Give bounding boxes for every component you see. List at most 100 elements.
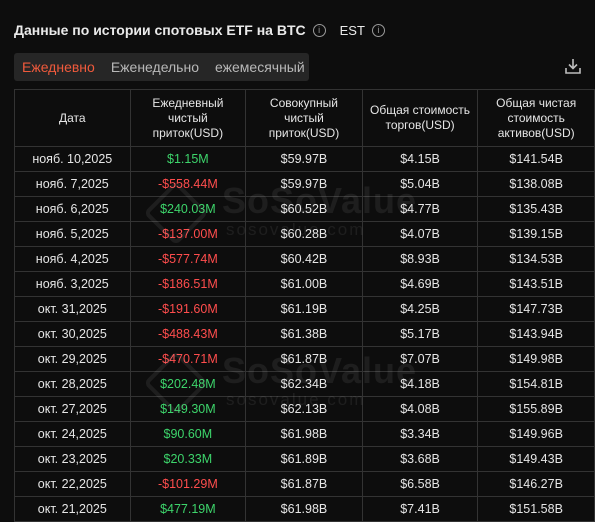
cell-date: окт. 24,2025 [14, 421, 131, 447]
cell-total-traded: $8.93B [362, 246, 479, 272]
tab-daily[interactable]: Ежедневно [22, 59, 95, 75]
cell-daily-inflow: -$488.43M [130, 321, 247, 347]
tab-monthly[interactable]: ежемесячный [215, 59, 305, 75]
cell-total-traded: $4.25B [362, 296, 479, 322]
cell-cumulative-inflow: $60.52B [245, 196, 363, 222]
cell-cumulative-inflow: $59.97B [245, 146, 363, 172]
cell-date: окт. 22,2025 [14, 471, 131, 497]
cell-cumulative-inflow: $61.87B [245, 346, 363, 372]
cell-total-assets: $155.89B [477, 396, 595, 422]
cell-cumulative-inflow: $61.98B [245, 496, 363, 522]
cell-date: окт. 31,2025 [14, 296, 131, 322]
cell-date: окт. 29,2025 [14, 346, 131, 372]
cell-total-assets: $149.96B [477, 421, 595, 447]
column-header-cumulative-inflow[interactable]: Совокупный чистый приток(USD) [245, 90, 363, 147]
cell-cumulative-inflow: $61.19B [245, 296, 363, 322]
column-header-total-assets[interactable]: Общая чистая стоимость активов(USD) [477, 90, 595, 147]
table-row: окт. 22,2025 -$101.29M $61.87B $6.58B $146.2… [14, 471, 595, 497]
etf-history-table: Дата Ежедневный чистый приток(USD) Совок… [14, 89, 595, 522]
cell-daily-inflow: -$191.60M [130, 296, 247, 322]
table-row: нояб. 4,2025 -$577.74M $60.42B $8.93B $134.5… [14, 246, 595, 272]
cell-total-traded: $7.07B [362, 346, 479, 372]
cell-cumulative-inflow: $59.97B [245, 171, 363, 197]
cell-total-assets: $146.27B [477, 471, 595, 497]
cell-date: нояб. 6,2025 [14, 196, 131, 222]
period-tabs: Ежедневно Еженедельно ежемесячный [14, 53, 309, 81]
cell-cumulative-inflow: $61.98B [245, 421, 363, 447]
cell-daily-inflow: $90.60M [130, 421, 247, 447]
cell-total-traded: $5.04B [362, 171, 479, 197]
cell-cumulative-inflow: $62.34B [245, 371, 363, 397]
table-row: окт. 27,2025 $149.30M $62.13B $4.08B $155.89… [14, 396, 595, 422]
cell-cumulative-inflow: $61.00B [245, 271, 363, 297]
cell-date: окт. 28,2025 [14, 371, 131, 397]
cell-daily-inflow: -$101.29M [130, 471, 247, 497]
cell-date: окт. 30,2025 [14, 321, 131, 347]
cell-date: окт. 21,2025 [14, 496, 131, 522]
cell-total-assets: $139.15B [477, 221, 595, 247]
table-row: окт. 21,2025 $477.19M $61.98B $7.41B $151.58… [14, 496, 595, 522]
cell-total-traded: $4.18B [362, 371, 479, 397]
column-header-date[interactable]: Дата [14, 90, 131, 147]
cell-date: окт. 23,2025 [14, 446, 131, 472]
timezone-info-icon[interactable]: i [371, 23, 385, 37]
cell-total-assets: $143.94B [477, 321, 595, 347]
cell-total-assets: $154.81B [477, 371, 595, 397]
table-row: нояб. 5,2025 -$137.00M $60.28B $4.07B $139.1… [14, 221, 595, 247]
page-title: Данные по истории спотовых ETF на BTC [14, 22, 306, 38]
table-row: окт. 31,2025 -$191.60M $61.19B $4.25B $147.7… [14, 296, 595, 322]
cell-daily-inflow: $477.19M [130, 496, 247, 522]
cell-date: нояб. 5,2025 [14, 221, 131, 247]
cell-daily-inflow: -$558.44M [130, 171, 247, 197]
table-row: окт. 24,2025 $90.60M $61.98B $3.34B $149.96B [14, 421, 595, 447]
table-row: окт. 30,2025 -$488.43M $61.38B $5.17B $143.9… [14, 321, 595, 347]
cell-daily-inflow: -$186.51M [130, 271, 247, 297]
cell-cumulative-inflow: $60.28B [245, 221, 363, 247]
cell-total-assets: $135.43B [477, 196, 595, 222]
cell-cumulative-inflow: $60.42B [245, 246, 363, 272]
cell-total-traded: $4.08B [362, 396, 479, 422]
cell-daily-inflow: -$470.71M [130, 346, 247, 372]
cell-daily-inflow: -$577.74M [130, 246, 247, 272]
table-row: окт. 29,2025 -$470.71M $61.87B $7.07B $149.9… [14, 346, 595, 372]
cell-daily-inflow: $240.03M [130, 196, 247, 222]
cell-date: окт. 27,2025 [14, 396, 131, 422]
cell-daily-inflow: $202.48M [130, 371, 247, 397]
header: Данные по истории спотовых ETF на BTC i … [14, 22, 385, 38]
title-info-icon[interactable]: i [312, 23, 326, 37]
cell-total-traded: $4.07B [362, 221, 479, 247]
table-row: нояб. 3,2025 -$186.51M $61.00B $4.69B $143.5… [14, 271, 595, 297]
download-icon[interactable] [564, 57, 582, 75]
table-row: нояб. 7,2025 -$558.44M $59.97B $5.04B $138.0… [14, 171, 595, 197]
cell-total-assets: $141.54B [477, 146, 595, 172]
cell-date: нояб. 4,2025 [14, 246, 131, 272]
column-header-daily-inflow[interactable]: Ежедневный чистый приток(USD) [130, 90, 247, 147]
cell-daily-inflow: $1.15M [130, 146, 247, 172]
cell-total-traded: $6.58B [362, 471, 479, 497]
table-header-row: Дата Ежедневный чистый приток(USD) Совок… [14, 90, 595, 147]
cell-total-traded: $7.41B [362, 496, 479, 522]
cell-daily-inflow: -$137.00M [130, 221, 247, 247]
cell-date: нояб. 7,2025 [14, 171, 131, 197]
cell-total-assets: $143.51B [477, 271, 595, 297]
table-row: окт. 23,2025 $20.33M $61.89B $3.68B $149.43B [14, 446, 595, 472]
cell-cumulative-inflow: $61.87B [245, 471, 363, 497]
cell-date: нояб. 10,2025 [14, 146, 131, 172]
cell-total-traded: $4.15B [362, 146, 479, 172]
table-row: окт. 28,2025 $202.48M $62.34B $4.18B $154.81… [14, 371, 595, 397]
cell-total-traded: $3.34B [362, 421, 479, 447]
cell-total-assets: $149.98B [477, 346, 595, 372]
cell-daily-inflow: $20.33M [130, 446, 247, 472]
cell-total-assets: $147.73B [477, 296, 595, 322]
column-header-total-traded[interactable]: Общая стоимость торгов(USD) [362, 90, 479, 147]
cell-total-assets: $149.43B [477, 446, 595, 472]
cell-total-traded: $4.77B [362, 196, 479, 222]
cell-date: нояб. 3,2025 [14, 271, 131, 297]
cell-total-traded: $4.69B [362, 271, 479, 297]
tab-weekly[interactable]: Еженедельно [110, 59, 199, 75]
cell-cumulative-inflow: $61.89B [245, 446, 363, 472]
timezone-label: EST [339, 22, 365, 38]
table-row: нояб. 6,2025 $240.03M $60.52B $4.77B $135.43… [14, 196, 595, 222]
cell-total-traded: $5.17B [362, 321, 479, 347]
cell-total-assets: $134.53B [477, 246, 595, 272]
